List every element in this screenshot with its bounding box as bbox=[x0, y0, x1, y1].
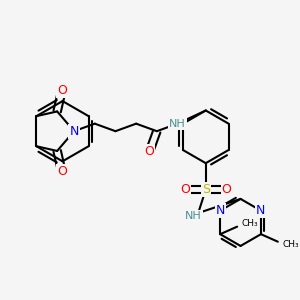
Text: N: N bbox=[256, 204, 266, 217]
Text: O: O bbox=[221, 183, 231, 196]
Text: O: O bbox=[57, 165, 67, 178]
Text: CH₃: CH₃ bbox=[283, 240, 299, 249]
Text: N: N bbox=[215, 204, 225, 217]
Text: O: O bbox=[144, 146, 154, 158]
Text: O: O bbox=[180, 183, 190, 196]
Text: O: O bbox=[57, 84, 67, 97]
Text: N: N bbox=[69, 125, 79, 138]
Text: NH: NH bbox=[169, 119, 186, 129]
Text: S: S bbox=[202, 183, 210, 196]
Text: NH: NH bbox=[185, 211, 202, 221]
Text: CH₃: CH₃ bbox=[242, 219, 259, 228]
